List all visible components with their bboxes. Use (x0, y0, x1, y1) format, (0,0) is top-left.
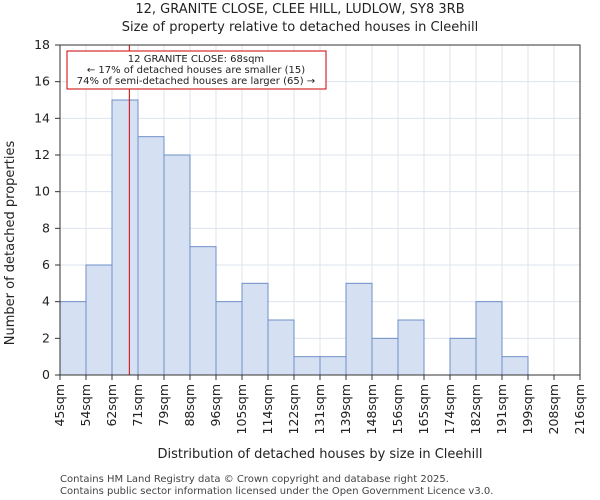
y-tick-label: 16 (34, 74, 50, 89)
x-tick-label: 71sqm (130, 384, 145, 427)
chart-title: 12, GRANITE CLOSE, CLEE HILL, LUDLOW, SY… (135, 2, 464, 17)
y-tick-label: 6 (42, 257, 50, 272)
bar (319, 356, 347, 376)
bar (59, 301, 87, 376)
bar (397, 319, 425, 376)
bar (111, 99, 139, 376)
x-tick-label: 208sqm (546, 384, 561, 434)
x-tick-label: 105sqm (234, 384, 249, 434)
y-ticks: 0 2 4 6 8 10 12 14 16 18 (34, 37, 60, 382)
y-tick-label: 2 (42, 330, 50, 345)
x-tick-label: 174sqm (442, 384, 457, 434)
x-tick-label: 165sqm (416, 384, 431, 434)
bars (59, 99, 529, 376)
annotation-border (66, 50, 327, 90)
bar (501, 356, 529, 376)
bar (345, 282, 373, 376)
x-tick-label: 199sqm (520, 384, 535, 434)
bar (137, 136, 165, 376)
bar (449, 337, 477, 376)
bar (371, 337, 399, 376)
x-tick-label: 114sqm (260, 384, 275, 434)
annotation-line2: ← 17% of detached houses are smaller (15… (87, 65, 305, 76)
x-tick-label: 96sqm (208, 384, 223, 427)
x-tick-label: 131sqm (312, 384, 327, 434)
x-tick-label: 216sqm (572, 384, 587, 434)
x-tick-label: 191sqm (494, 384, 509, 434)
bar (241, 282, 269, 376)
bar (85, 264, 113, 376)
bar (267, 319, 295, 376)
x-tick-label: 182sqm (468, 384, 483, 434)
bar (163, 154, 191, 376)
footer-line2: Contains public sector information licen… (60, 486, 493, 497)
y-tick-label: 18 (34, 37, 50, 52)
x-tick-label: 156sqm (390, 384, 405, 434)
y-tick-label: 0 (42, 367, 50, 382)
x-tick-label: 54sqm (78, 384, 93, 427)
x-tick-label: 122sqm (286, 384, 301, 434)
x-tick-label: 88sqm (182, 384, 197, 427)
annotation-line1: 12 GRANITE CLOSE: 68sqm (128, 54, 264, 65)
bar (475, 301, 503, 376)
x-tick-label: 62sqm (104, 384, 119, 427)
x-tick-label: 45sqm (52, 384, 67, 427)
y-tick-label: 14 (34, 110, 50, 125)
y-tick-label: 8 (42, 220, 50, 235)
y-tick-label: 4 (42, 294, 50, 309)
y-tick-label: 10 (34, 184, 50, 199)
x-ticks: 45sqm 54sqm 62sqm 71sqm 79sqm 88sqm 96sqm 105sq… (52, 375, 587, 434)
annotation-box: 12 GRANITE CLOSE: 68sqm ← 17% of detache… (66, 50, 327, 90)
chart-subtitle: Size of property relative to detached ho… (122, 20, 479, 35)
x-tick-label: 79sqm (156, 384, 171, 427)
bar (215, 301, 243, 376)
footer-line1: Contains HM Land Registry data © Crown c… (60, 474, 449, 485)
y-axis-label: Number of detached properties (3, 141, 18, 346)
y-tick-label: 12 (34, 147, 50, 162)
x-axis-label: Distribution of detached houses by size … (158, 447, 483, 462)
bar (293, 356, 321, 376)
x-tick-label: 148sqm (364, 384, 379, 434)
x-tick-label: 139sqm (338, 384, 353, 434)
annotation-line3: 74% of semi-detached houses are larger (… (77, 76, 315, 87)
bar (189, 246, 217, 376)
